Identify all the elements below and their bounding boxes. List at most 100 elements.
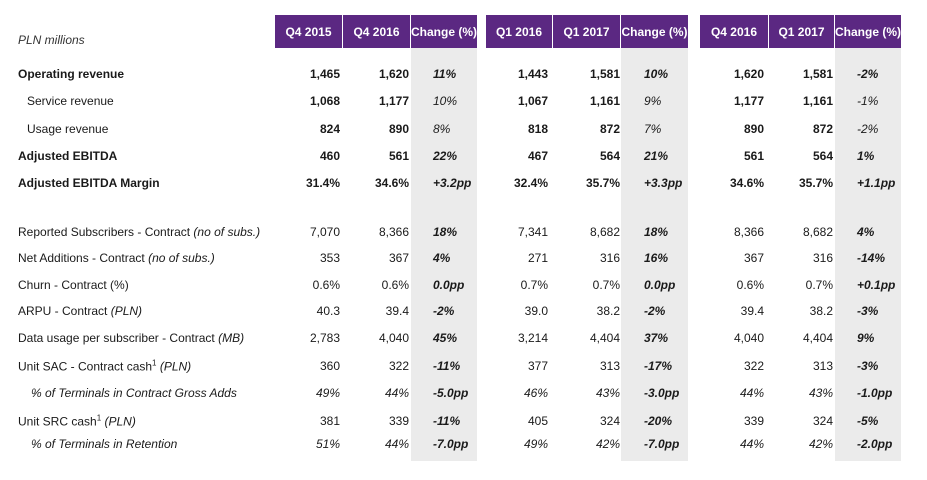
value-cell: 324 <box>599 414 620 428</box>
value-cell: 1,620 <box>733 67 764 81</box>
value-cell: 0.6% <box>381 278 409 292</box>
row-label: Unit SAC - Contract cash1 (PLN) <box>18 359 191 374</box>
change-column-band <box>835 47 901 461</box>
column-header: Q1 2017 <box>769 15 834 48</box>
value-cell: 42% <box>595 437 620 451</box>
change-cell: 21% <box>644 149 669 163</box>
change-column-band <box>621 47 688 461</box>
value-cell: 313 <box>812 359 833 373</box>
value-cell: 316 <box>812 251 833 265</box>
value-cell: 377 <box>527 359 548 373</box>
change-cell: +3.2pp <box>433 176 472 190</box>
row-label-text: Usage revenue <box>27 122 109 136</box>
column-header: Q1 2016 <box>486 15 552 48</box>
value-cell: 271 <box>527 251 548 265</box>
value-cell: 1,465 <box>309 67 340 81</box>
value-cell: 38.2 <box>596 304 620 318</box>
value-cell: 51% <box>315 437 340 451</box>
row-unit: (PLN) <box>110 304 143 318</box>
value-cell: 4,040 <box>378 331 409 345</box>
row-label: Adjusted EBITDA Margin <box>18 176 160 190</box>
row-label: Net Additions - Contract (no of subs.) <box>18 251 215 265</box>
change-cell: -1.0pp <box>857 386 893 400</box>
value-cell: 49% <box>523 437 548 451</box>
change-cell: 1% <box>857 149 875 163</box>
value-cell: 872 <box>812 122 833 136</box>
value-cell: 38.2 <box>809 304 833 318</box>
change-cell: -5% <box>857 414 879 428</box>
change-cell: 0.0pp <box>644 278 676 292</box>
column-header: Q4 2016 <box>343 15 410 48</box>
change-cell: 7% <box>644 122 662 136</box>
value-cell: 367 <box>388 251 409 265</box>
value-cell: 467 <box>527 149 548 163</box>
value-cell: 1,443 <box>517 67 548 81</box>
value-cell: 460 <box>319 149 340 163</box>
row-label-text: ARPU - Contract <box>18 304 108 318</box>
row-unit: (PLN) <box>104 414 136 429</box>
value-cell: 367 <box>743 251 764 265</box>
value-cell: 1,620 <box>378 67 409 81</box>
value-cell: 316 <box>599 251 620 265</box>
value-cell: 44% <box>384 437 409 451</box>
value-cell: 322 <box>388 359 409 373</box>
value-cell: 35.7% <box>798 176 833 190</box>
row-label: Operating revenue <box>18 67 124 81</box>
value-cell: 339 <box>743 414 764 428</box>
value-cell: 1,177 <box>733 94 764 108</box>
change-cell: -11% <box>433 359 461 373</box>
change-cell: 8% <box>433 122 451 136</box>
value-cell: 353 <box>319 251 340 265</box>
value-cell: 31.4% <box>305 176 340 190</box>
change-cell: -11% <box>433 414 461 428</box>
row-label-text: Unit SAC - Contract cash <box>18 359 153 374</box>
change-cell: -2% <box>433 304 455 318</box>
change-cell: 18% <box>644 225 669 239</box>
row-label: Churn - Contract (%) <box>18 278 129 292</box>
value-cell: 872 <box>599 122 620 136</box>
value-cell: 339 <box>388 414 409 428</box>
column-header: Q1 2017 <box>553 15 620 48</box>
change-cell: -3% <box>857 304 879 318</box>
row-label-text: Net Additions - Contract <box>18 251 145 265</box>
column-header: Q4 2015 <box>275 15 342 48</box>
value-cell: 1,161 <box>802 94 833 108</box>
unit-label: PLN millions <box>18 33 85 47</box>
change-cell: -3.0pp <box>644 386 680 400</box>
change-cell: 9% <box>644 94 662 108</box>
value-cell: 381 <box>319 414 340 428</box>
value-cell: 8,366 <box>733 225 764 239</box>
change-column-band <box>411 47 477 461</box>
row-label: Unit SRC cash1 (PLN) <box>18 414 136 429</box>
value-cell: 46% <box>523 386 548 400</box>
value-cell: 824 <box>319 122 340 136</box>
row-label-text: Adjusted EBITDA Margin <box>18 176 160 190</box>
value-cell: 561 <box>743 149 764 163</box>
value-cell: 564 <box>599 149 620 163</box>
value-cell: 7,070 <box>309 225 340 239</box>
row-label: Service revenue <box>27 94 114 108</box>
change-cell: 10% <box>433 94 458 108</box>
value-cell: 1,161 <box>589 94 620 108</box>
change-cell: +0.1pp <box>857 278 896 292</box>
row-label-text: Reported Subscribers - Contract <box>18 225 191 239</box>
value-cell: 39.4 <box>385 304 409 318</box>
value-cell: 818 <box>527 122 548 136</box>
change-cell: 10% <box>644 67 669 81</box>
row-label: ARPU - Contract (PLN) <box>18 304 142 318</box>
change-cell: -2% <box>857 122 879 136</box>
change-cell: -5.0pp <box>433 386 469 400</box>
value-cell: 34.6% <box>374 176 409 190</box>
value-cell: 3,214 <box>517 331 548 345</box>
value-cell: 8,682 <box>589 225 620 239</box>
footnote-marker: 1 <box>152 358 157 368</box>
change-cell: 4% <box>433 251 451 265</box>
value-cell: 35.7% <box>585 176 620 190</box>
row-label-text: % of Terminals in Contract Gross Adds <box>31 386 237 400</box>
column-header: Change (%) <box>411 15 477 48</box>
change-cell: -2% <box>857 67 879 81</box>
change-cell: 11% <box>433 67 457 81</box>
value-cell: 44% <box>739 386 764 400</box>
value-cell: 8,366 <box>378 225 409 239</box>
